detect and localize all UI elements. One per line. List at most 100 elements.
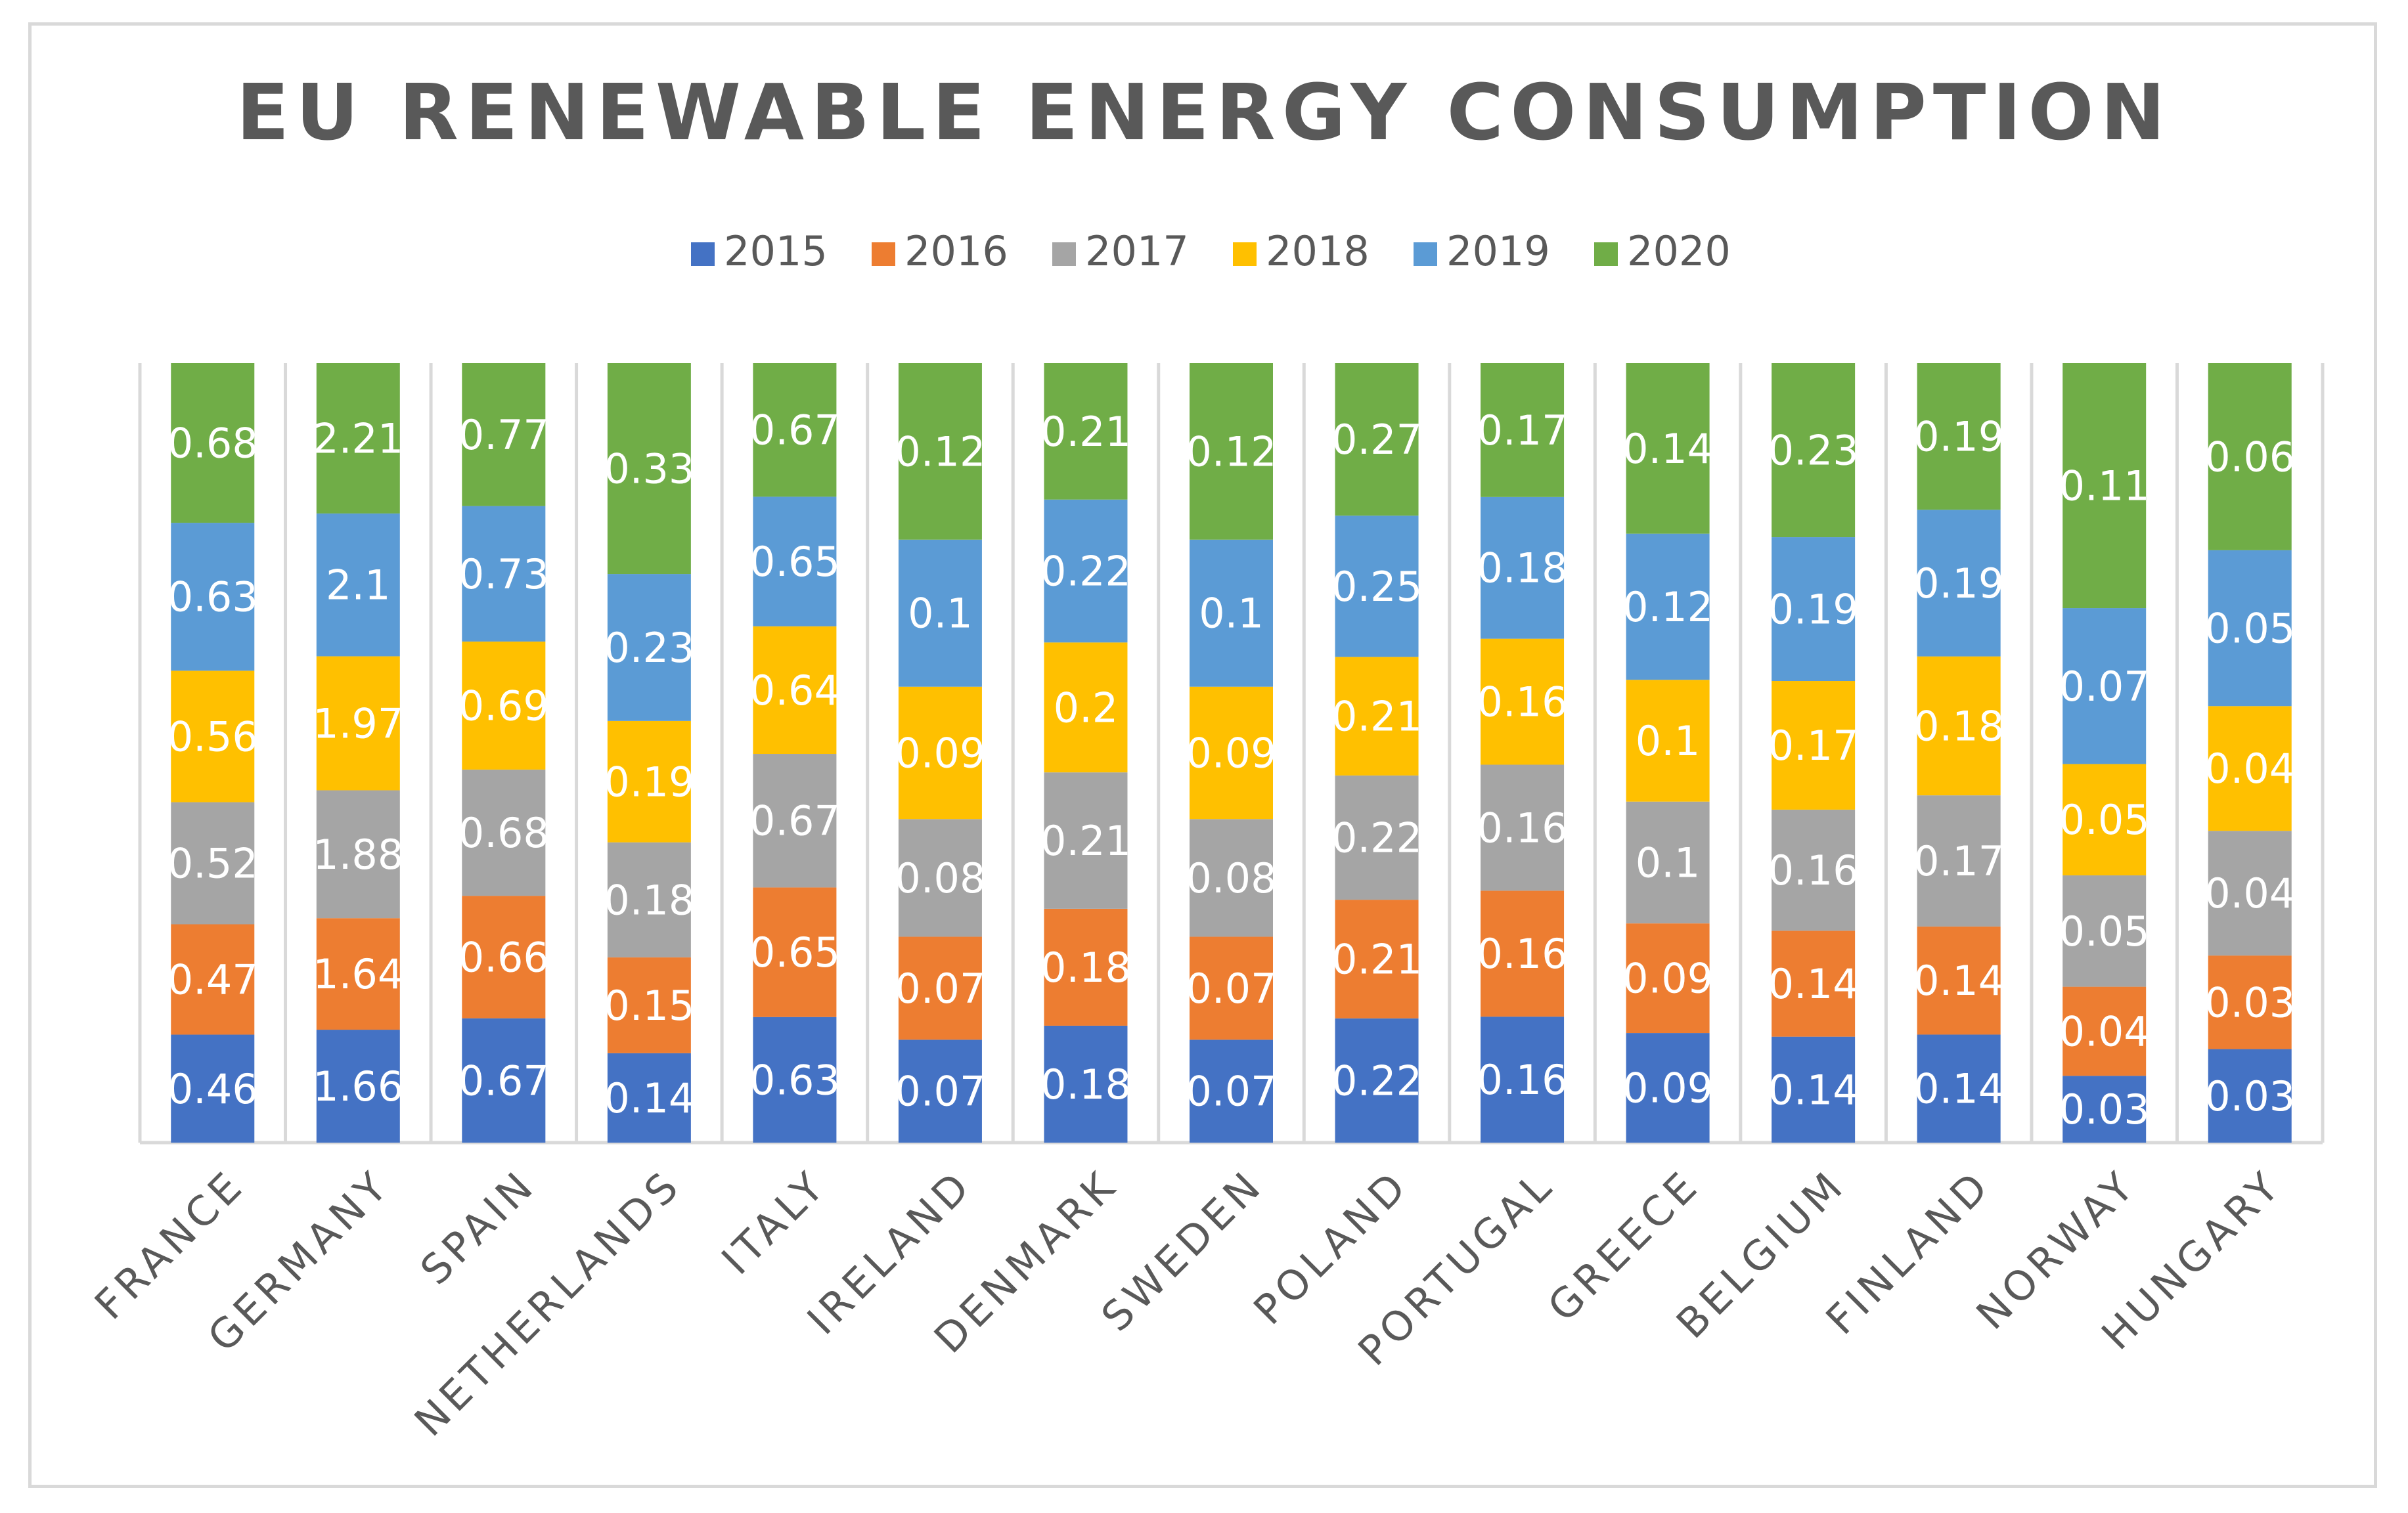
bar-italy-2020 (753, 363, 837, 497)
data-label-greece-2016: 0.09 (1622, 955, 1713, 1003)
bar-portugal-2019 (1481, 496, 1565, 639)
bar-sweden-2015 (1190, 1040, 1273, 1143)
bar-spain-2018 (462, 641, 546, 770)
bar-denmark-2019 (1044, 499, 1128, 643)
data-label-norway-2018: 0.05 (2059, 796, 2150, 844)
data-label-germany-2020: 2.21 (313, 414, 403, 462)
legend-label-2020: 2020 (1627, 227, 1731, 275)
bar-portugal-2020 (1481, 363, 1565, 497)
bar-greece-2020 (1626, 363, 1710, 534)
bar-netherlands-2015 (607, 1053, 691, 1143)
data-label-netherlands-2017: 0.18 (604, 876, 694, 924)
data-label-poland-2016: 0.21 (1331, 935, 1422, 983)
bar-belgium-2018 (1772, 681, 1856, 810)
bar-finland-2019 (1917, 510, 2001, 657)
category-label-spain: SPAIN (411, 1160, 545, 1294)
bar-spain-2017 (462, 769, 546, 896)
data-label-finland-2015: 0.14 (1913, 1065, 2004, 1113)
bar-greece-2016 (1626, 923, 1710, 1034)
bar-norway-2018 (2062, 764, 2147, 876)
data-label-belgium-2020: 0.23 (1768, 427, 1859, 475)
legend-swatch-2017 (1052, 242, 1076, 266)
bar-spain-2016 (462, 896, 546, 1019)
bar-netherlands-2017 (607, 842, 691, 957)
data-label-finland-2020: 0.19 (1913, 413, 2004, 461)
bar-ireland-2018 (898, 686, 982, 820)
data-label-sweden-2018: 0.09 (1186, 730, 1276, 778)
bar-denmark-2020 (1044, 363, 1128, 500)
data-label-germany-2019: 2.1 (326, 561, 391, 609)
data-label-norway-2019: 0.07 (2059, 663, 2150, 711)
data-label-spain-2020: 0.77 (458, 411, 549, 459)
data-label-poland-2019: 0.25 (1331, 563, 1422, 611)
bar-portugal-2015 (1481, 1017, 1565, 1143)
data-label-portugal-2017: 0.16 (1477, 804, 1568, 852)
data-label-belgium-2017: 0.16 (1768, 846, 1859, 894)
data-label-poland-2017: 0.22 (1331, 814, 1422, 862)
bar-hungary-2015 (2208, 1049, 2292, 1143)
data-label-hungary-2017: 0.04 (2204, 869, 2295, 917)
data-label-norway-2017: 0.05 (2059, 908, 2150, 955)
data-label-ireland-2016: 0.07 (895, 965, 985, 1013)
legend-swatch-2019 (1414, 242, 1437, 266)
bar-belgium-2019 (1772, 537, 1856, 682)
bar-finland-2016 (1917, 926, 2001, 1035)
legend-swatch-2015 (691, 242, 715, 266)
data-label-sweden-2015: 0.07 (1186, 1068, 1276, 1116)
data-label-finland-2019: 0.19 (1913, 559, 2004, 607)
bar-ireland-2016 (898, 936, 982, 1040)
bar-spain-2015 (462, 1018, 546, 1143)
bar-portugal-2018 (1481, 638, 1565, 765)
bar-germany-2017 (316, 790, 400, 919)
data-label-hungary-2018: 0.04 (2204, 745, 2295, 793)
data-label-germany-2016: 1.64 (313, 950, 403, 998)
data-label-norway-2015: 0.03 (2059, 1085, 2150, 1133)
data-label-belgium-2018: 0.17 (1768, 722, 1859, 770)
bar-ireland-2019 (898, 539, 982, 687)
data-label-france-2017: 0.52 (167, 840, 258, 888)
bar-ireland-2017 (898, 819, 982, 937)
data-label-hungary-2015: 0.03 (2204, 1072, 2295, 1120)
bar-denmark-2017 (1044, 772, 1128, 909)
data-label-netherlands-2015: 0.14 (604, 1074, 694, 1122)
legend-label-2019: 2019 (1446, 227, 1550, 275)
bar-ireland-2020 (898, 363, 982, 540)
bar-germany-2019 (316, 513, 400, 657)
data-label-norway-2016: 0.04 (2059, 1007, 2150, 1055)
data-label-belgium-2016: 0.14 (1768, 960, 1859, 1008)
data-label-hungary-2019: 0.05 (2204, 605, 2295, 653)
data-label-greece-2017: 0.1 (1636, 839, 1701, 887)
bar-italy-2015 (753, 1017, 837, 1143)
data-label-spain-2016: 0.66 (458, 933, 549, 981)
bar-france-2020 (171, 363, 255, 523)
data-label-sweden-2020: 0.12 (1186, 428, 1276, 475)
bar-spain-2019 (462, 506, 546, 642)
bar-netherlands-2019 (607, 574, 691, 721)
data-label-germany-2018: 1.97 (313, 699, 403, 747)
bar-poland-2018 (1335, 657, 1419, 776)
bar-sweden-2016 (1190, 936, 1273, 1040)
data-label-italy-2020: 0.67 (749, 406, 840, 454)
bar-norway-2019 (2062, 608, 2147, 764)
bar-poland-2016 (1335, 900, 1419, 1019)
bar-denmark-2018 (1044, 642, 1128, 773)
bar-sweden-2019 (1190, 539, 1273, 687)
bar-netherlands-2018 (607, 720, 691, 843)
data-label-greece-2018: 0.1 (1636, 717, 1701, 765)
bar-italy-2017 (753, 754, 837, 888)
data-label-hungary-2020: 0.06 (2204, 433, 2295, 481)
bar-netherlands-2020 (607, 363, 691, 575)
bar-greece-2018 (1626, 680, 1710, 802)
bar-france-2017 (171, 802, 255, 925)
data-label-poland-2018: 0.21 (1331, 693, 1422, 741)
bar-sweden-2017 (1190, 819, 1273, 937)
bar-norway-2017 (2062, 875, 2147, 987)
bar-hungary-2016 (2208, 955, 2292, 1049)
data-label-france-2018: 0.56 (167, 713, 258, 760)
bar-france-2019 (171, 523, 255, 671)
data-label-greece-2020: 0.14 (1622, 425, 1713, 473)
bar-italy-2019 (753, 496, 837, 626)
data-label-sweden-2017: 0.08 (1186, 854, 1276, 902)
